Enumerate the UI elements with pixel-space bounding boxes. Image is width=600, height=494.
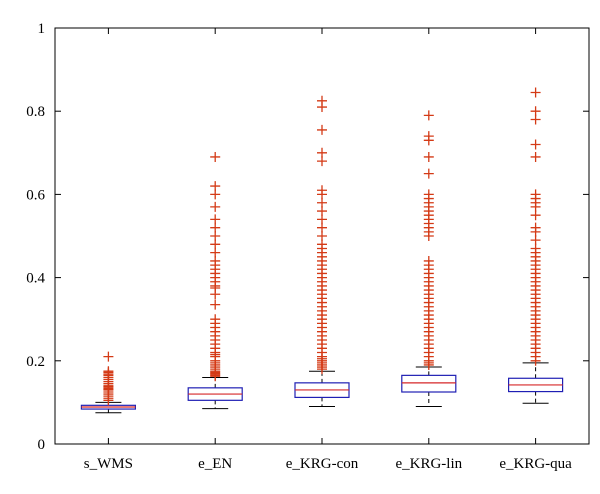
outlier-point: [423, 189, 434, 200]
box-e_KRG-con: [294, 95, 350, 408]
outlier-point: [317, 185, 327, 196]
outlier-point: [423, 255, 434, 266]
outlier-point: [210, 314, 221, 325]
y-tick-label: 0.6: [26, 187, 45, 203]
box-e_KRG-lin: [401, 110, 457, 408]
outlier-point: [530, 87, 541, 98]
y-tick-label: 1: [38, 21, 46, 37]
box-e_KRG-qua: [508, 87, 564, 404]
y-tick-label: 0.4: [26, 271, 45, 287]
outlier-point: [210, 299, 221, 310]
outlier-point: [210, 151, 221, 162]
category-label: s_WMS: [84, 456, 133, 472]
plot-area: 0 0.2 0.4 0.6 0.8 1 s_WMS e_EN e_KRG-con e_KRG-li…: [26, 21, 590, 472]
outlier-point: [423, 168, 434, 179]
outlier-point: [530, 189, 541, 200]
outlier-point: [423, 110, 434, 121]
outlier-point: [423, 151, 434, 162]
outlier-point: [210, 201, 221, 212]
outlier-point: [317, 95, 327, 106]
category-label: e_KRG-lin: [395, 456, 462, 472]
outlier-point: [423, 131, 434, 142]
y-tick-label: 0.8: [26, 104, 45, 120]
outlier-point: [210, 181, 221, 192]
category-label: e_KRG-qua: [499, 456, 572, 472]
outlier-point: [210, 214, 221, 225]
outlier-point: [103, 366, 114, 377]
outlier-point: [317, 124, 327, 135]
box-s_WMS: [80, 351, 137, 414]
y-tick-label: 0.2: [26, 354, 45, 370]
category-label: e_KRG-con: [286, 456, 359, 472]
outlier-point: [103, 351, 114, 362]
outlier-point: [530, 151, 541, 162]
outlier-point: [530, 222, 541, 233]
category-label: e_EN: [198, 456, 232, 472]
box-e_EN: [187, 151, 243, 410]
iqr-box: [401, 374, 457, 393]
outlier-point: [530, 106, 541, 117]
outlier-point: [317, 147, 327, 158]
y-tick-label: 0: [38, 437, 46, 453]
outlier-point: [530, 139, 541, 150]
